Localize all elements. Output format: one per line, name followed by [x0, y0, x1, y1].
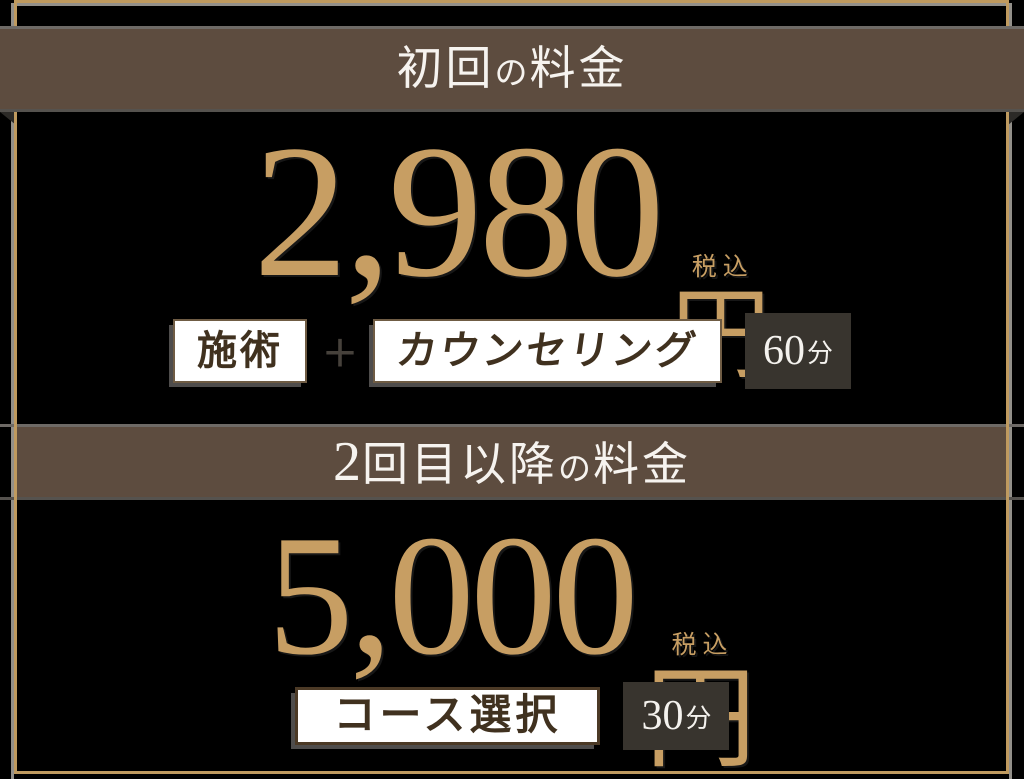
duration-badge-first: 60 分 — [745, 313, 852, 389]
counseling-badge-label: カウンセリング — [393, 328, 702, 373]
header-text-fee2: 料金 — [593, 439, 691, 490]
duration-unit-2: 分 — [685, 703, 712, 733]
counseling-badge: カウンセリング — [373, 319, 722, 383]
header-text-main2: 回目以降 — [362, 439, 558, 490]
course-select-badge: コース選択 — [294, 686, 601, 746]
header-text-particle2: の — [558, 452, 593, 488]
treatment-badge: 施術 — [172, 319, 307, 383]
repeat-visit-header-title: 2回目以降の料金 — [0, 427, 1024, 511]
repeat-visit-header-fill — [15, 427, 1007, 497]
price-amount-2: 5,000 — [267, 501, 639, 691]
repeat-visit-header-bar: 2回目以降の料金 — [0, 424, 1024, 500]
first-visit-header-bar: 初回の料金 — [0, 26, 1024, 112]
gold-frame-border — [14, 0, 1009, 774]
gray-frame-border — [11, 3, 1012, 779]
repeat-visit-badges: コース選択 30 分 — [0, 682, 1024, 750]
price-amount: 2,980 — [253, 107, 664, 317]
tax-included-note: 税込 — [691, 254, 754, 281]
duration-badge-repeat: 30 分 — [623, 682, 730, 750]
header-text-fee: 料金 — [529, 43, 628, 94]
plus-icon: ＋ — [321, 334, 358, 374]
tax-included-note-2: 税込 — [671, 632, 734, 659]
first-visit-header-title: 初回の料金 — [0, 29, 1024, 120]
header-text-number: 2 — [333, 431, 362, 493]
first-visit-badges: 施術 ＋ カウンセリング 60 分 — [0, 312, 1024, 390]
header-text-particle: の — [494, 56, 530, 92]
duration-value-2: 30 — [641, 693, 684, 739]
duration-value: 60 — [763, 328, 805, 374]
duration-unit: 分 — [807, 338, 834, 368]
header-text-main: 初回 — [396, 43, 495, 94]
